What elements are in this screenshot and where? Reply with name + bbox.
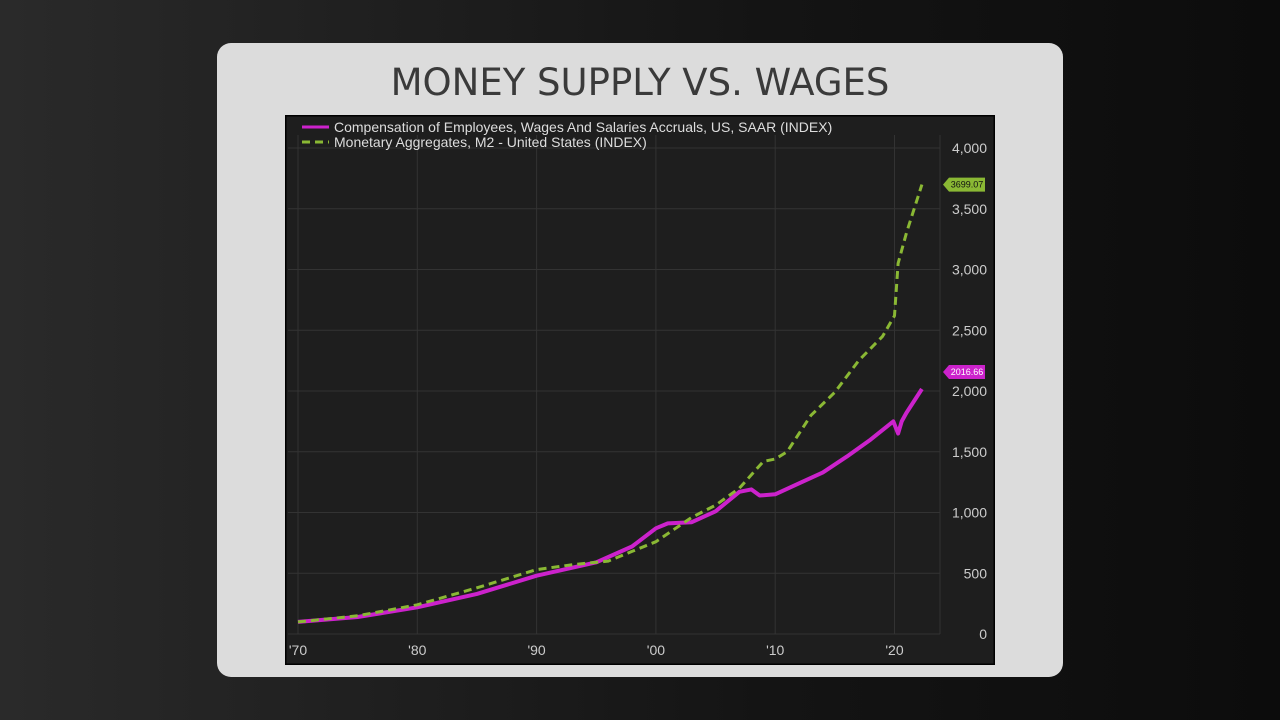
last-value-tag — [943, 365, 985, 379]
y-tick-label: 3,000 — [952, 262, 987, 278]
y-tick-label: 2,000 — [952, 383, 987, 399]
y-tick-label: 1,500 — [952, 444, 987, 460]
last-value-label: 2016.66 — [951, 367, 984, 377]
slide-title: MONEY SUPPLY VS. WAGES — [390, 61, 890, 104]
x-tick-label: '20 — [885, 642, 903, 658]
last-value-tag — [943, 177, 985, 192]
x-tick-label: '90 — [527, 642, 545, 658]
line-chart: '70 '80 '90 '00 '10 '20 0 500 1,000 1,500 2,000 2,5… — [285, 115, 995, 665]
legend-label: Compensation of Employees, Wages And Sal… — [334, 119, 832, 135]
series-line — [297, 184, 924, 624]
y-tick-label: 0 — [979, 626, 987, 642]
x-tick-label: '00 — [647, 642, 665, 658]
x-tick-label: '70 — [289, 642, 307, 658]
y-tick-label: 2,500 — [952, 322, 987, 338]
y-tick-label: 3,500 — [952, 201, 987, 217]
y-tick-label: 500 — [964, 565, 988, 581]
last-value-label: 3699.07 — [951, 180, 984, 190]
series-line — [297, 387, 924, 624]
y-tick-label: 4,000 — [952, 140, 987, 156]
x-tick-label: '80 — [408, 642, 426, 658]
legend-label: Monetary Aggregates, M2 - United States … — [334, 134, 647, 150]
x-tick-label: '10 — [766, 642, 784, 658]
y-tick-label: 1,000 — [952, 505, 987, 521]
plot-background — [285, 115, 995, 665]
